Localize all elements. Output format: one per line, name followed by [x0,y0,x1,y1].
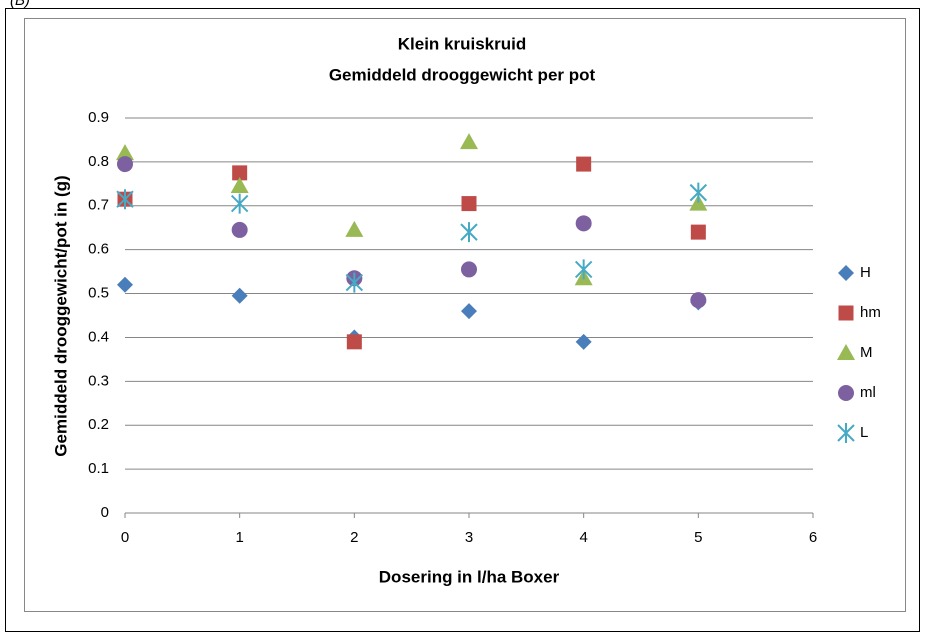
point [117,276,133,293]
y-tick-label: 0.5 [88,285,109,302]
point [345,272,364,293]
point [690,292,707,309]
point [231,287,248,304]
point [230,193,249,214]
x-axis-label: Dosering in l/ha Boxer [379,567,560,586]
point [346,334,362,350]
point [461,196,477,212]
x-tick-label: 4 [579,529,587,546]
y-tick-label: 0.7 [88,197,109,214]
point [461,303,477,320]
x-tick-label: 2 [350,529,358,546]
point [116,144,134,161]
legend-marker [837,423,855,443]
point [232,165,248,181]
y-tick-label: 0.9 [88,109,109,126]
panel-label: (B) [10,0,30,9]
y-tick-label: 0.6 [88,241,109,258]
x-tick-label: 5 [694,529,702,546]
point [689,182,708,203]
chart-subtitle: Gemiddeld drooggewicht per pot [329,65,596,84]
point [231,221,248,238]
x-tick-label: 0 [121,529,129,546]
y-tick-label: 0.2 [88,416,109,433]
chart-title: Klein kruiskruid [398,34,526,53]
point [230,177,249,194]
legend-marker [838,305,854,321]
point [576,156,592,172]
legend-label: ml [860,384,876,401]
y-axis-label: Gemiddeld drooggewicht/pot in (g) [51,175,70,456]
point [461,261,477,278]
legend-label: L [860,424,868,441]
legend-label: H [860,264,871,281]
legend-label: hm [860,304,881,321]
point [575,333,592,350]
point [690,224,706,240]
point [117,156,133,173]
y-tick-label: 0.3 [88,372,109,389]
point [345,220,364,237]
point [460,222,478,243]
x-tick-label: 1 [235,529,243,546]
point [574,259,593,280]
y-tick-label: 0.1 [88,460,109,477]
point [116,189,134,210]
legend-label: M [860,344,873,361]
point [460,133,478,150]
outer-frame [5,8,920,632]
legend-marker [838,385,854,401]
y-tick-label: 0.8 [88,153,109,170]
point [575,215,592,232]
legend-marker [838,265,854,281]
y-tick-label: 0 [101,504,109,521]
x-tick-label: 6 [809,529,817,546]
x-tick-label: 3 [465,529,473,546]
y-tick-label: 0.4 [88,328,109,345]
legend-marker [837,344,855,360]
